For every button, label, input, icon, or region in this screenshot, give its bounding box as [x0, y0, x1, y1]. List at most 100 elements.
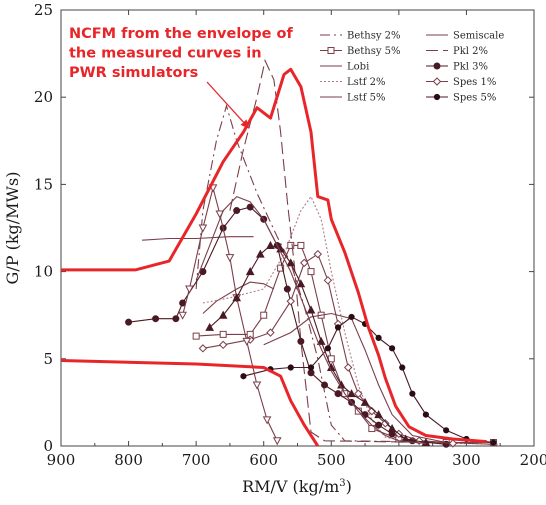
envelope-layer — [60, 67, 487, 447]
series-point — [266, 328, 275, 337]
series-point — [218, 340, 228, 350]
series-point — [443, 427, 450, 434]
series-point — [307, 268, 315, 276]
series-point — [387, 424, 397, 433]
series-point — [252, 381, 262, 390]
series-point — [125, 318, 133, 326]
series-point — [152, 315, 160, 323]
series-point — [286, 297, 295, 306]
series-point — [442, 440, 450, 448]
series-point — [245, 267, 255, 276]
y-tick-labels: 0 5 10 15 20 25 — [34, 1, 53, 455]
series-1 — [195, 103, 467, 444]
series-point — [375, 421, 383, 429]
series-point — [306, 305, 316, 314]
series-point — [266, 240, 275, 249]
series-point — [296, 279, 306, 288]
y-tick-label: 0 — [43, 437, 53, 455]
series-point — [198, 344, 208, 353]
legend-entry: Bethsy 5% — [320, 46, 401, 57]
series-point — [409, 390, 416, 397]
legend-label: Spes 1% — [453, 77, 496, 88]
y-tick-label: 5 — [43, 350, 53, 368]
series-point — [343, 363, 353, 372]
legend-label: Lstf 5% — [347, 93, 386, 104]
legend-entry: Lobi — [320, 62, 369, 73]
series-point — [225, 254, 235, 263]
legend-label: Pkl 3% — [453, 62, 488, 73]
series-line — [202, 195, 501, 445]
series-12 — [205, 240, 431, 447]
series-point — [246, 203, 254, 211]
series-point — [233, 207, 241, 215]
series-point — [323, 276, 333, 285]
y-tick-label: 25 — [34, 1, 53, 19]
series-point — [307, 364, 315, 371]
x-tick-label: 800 — [114, 451, 143, 469]
series-line — [263, 312, 494, 445]
series-point — [360, 397, 370, 406]
legend: Bethsy 2% Bethsy 5% Lobi Lstf 2% Lstf 5% Semi… — [320, 31, 504, 104]
y-tick-label: 10 — [34, 263, 53, 281]
annotation: NCFM from the envelope of the measured cu… — [69, 26, 293, 129]
series-line — [196, 244, 494, 444]
series-point — [287, 364, 294, 371]
legend-entry: Lstf 2% — [320, 77, 386, 88]
y-tick-label: 15 — [34, 175, 53, 193]
series-5 — [263, 312, 494, 445]
series-point — [283, 285, 291, 293]
y-tick-label: 20 — [34, 88, 53, 106]
x-tick-label: 200 — [520, 451, 546, 469]
series-point — [185, 285, 194, 294]
series-10 — [240, 313, 497, 446]
series-2 — [192, 241, 497, 447]
series-7 — [229, 58, 433, 444]
annotation-line: NCFM from the envelope of — [69, 26, 293, 42]
series-point — [381, 419, 390, 428]
series-point — [375, 334, 382, 341]
envelope-upper-line — [61, 67, 487, 444]
series-layer — [125, 58, 501, 448]
series-line — [142, 236, 254, 241]
series-point — [421, 437, 431, 447]
series-point — [422, 411, 429, 418]
legend-label: Pkl 2% — [453, 46, 488, 57]
series-point — [348, 313, 355, 321]
series-point — [389, 345, 396, 352]
legend-entry: Spes 1% — [426, 77, 496, 88]
series-4 — [202, 195, 501, 445]
series-point — [401, 434, 410, 443]
series-point — [399, 364, 406, 371]
series-point — [316, 336, 326, 345]
legend-entry: Semiscale — [426, 31, 504, 42]
legend-entry: Pkl 2% — [426, 46, 488, 57]
series-8 — [125, 203, 450, 448]
series-point — [286, 258, 296, 267]
envelope-lower-line — [60, 359, 320, 447]
series-point — [448, 439, 458, 448]
y-axis-label: G/P (kg/MWs) — [3, 172, 22, 285]
series-line — [243, 316, 494, 444]
series-point — [255, 249, 265, 258]
series-point — [262, 416, 272, 425]
x-tick-label: 400 — [385, 451, 414, 469]
series-point — [277, 264, 285, 272]
legend-label: Lobi — [347, 62, 369, 73]
series-point — [374, 410, 383, 419]
x-tick-labels: 900 800 700 600 500 400 300 200 — [47, 451, 546, 469]
legend-entry: Pkl 3% — [426, 62, 488, 73]
legend-marker — [433, 62, 441, 70]
series-13 — [195, 195, 426, 444]
legend-marker — [327, 47, 335, 54]
annotation-arrow — [206, 81, 250, 129]
x-axis-label: RM/V (kg/m3) — [242, 477, 352, 496]
series-point — [198, 224, 208, 233]
legend-label: Bethsy 5% — [347, 46, 401, 57]
series-line — [195, 103, 467, 444]
annotation-line: PWR simulators — [69, 65, 198, 81]
legend-marker — [432, 77, 442, 86]
series-point — [232, 293, 242, 302]
series-point — [297, 241, 305, 249]
series-point — [334, 324, 342, 331]
series-point — [307, 369, 315, 377]
